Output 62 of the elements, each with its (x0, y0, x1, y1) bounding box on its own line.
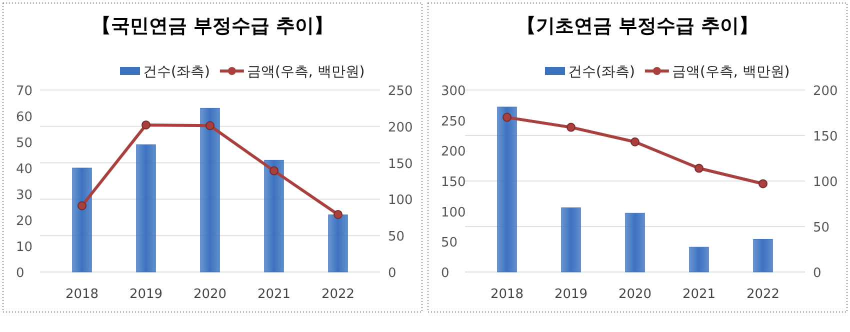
y2-tick-label: 0 (388, 266, 396, 281)
bar (136, 144, 156, 272)
y-tick-label: 50 (16, 136, 33, 151)
bar (625, 212, 645, 272)
y2-tick-label: 250 (388, 84, 413, 99)
x-tick-label: 2019 (554, 287, 588, 302)
point (502, 112, 512, 122)
point (630, 137, 640, 146)
chart-title: 【국민연금 부정수급 추이】 (92, 15, 334, 37)
y2-tick-label: 150 (388, 156, 413, 172)
bar (753, 238, 773, 272)
y2-tick-label: 50 (388, 230, 405, 245)
point (566, 122, 576, 132)
point (78, 201, 86, 210)
y-tick-label: 200 (441, 144, 466, 160)
legend-label: 금액(우측, 백만원) (246, 64, 365, 80)
x-tick-label: 2018 (65, 287, 99, 302)
y2-tick-label: 150 (813, 130, 838, 144)
bar (264, 160, 284, 272)
y-tick-label: 100 (441, 205, 466, 220)
x-tick-label: 2020 (193, 287, 227, 302)
y2-tick-label: 100 (813, 175, 838, 190)
bar (689, 246, 709, 272)
point (206, 121, 214, 130)
x-tick-label: 2022 (321, 287, 355, 302)
y2-tick-label: 0 (813, 266, 822, 281)
y2-tick-label: 50 (813, 220, 830, 236)
legend-label: 금액(우측, 백만원) (672, 64, 790, 80)
point (334, 210, 342, 219)
y-tick-label: 250 (441, 114, 466, 130)
point (270, 166, 278, 176)
chart-title: 【기초연금 부정수급 추이】 (516, 15, 758, 37)
y2-tick-label: 200 (388, 120, 413, 136)
y-tick-label: 0 (441, 266, 450, 281)
x-tick-label: 2021 (682, 287, 716, 302)
y-tick-label: 40 (16, 162, 33, 177)
point (694, 164, 704, 173)
x-tick-label: 2022 (746, 287, 780, 302)
y-tick-label: 60 (16, 110, 33, 125)
y-tick-label: 70 (16, 84, 33, 99)
legend-label: 건수(좌측) (568, 64, 635, 80)
x-tick-label: 2021 (257, 287, 291, 302)
x-tick-label: 2019 (129, 287, 163, 302)
point (758, 179, 768, 188)
y-tick-label: 30 (16, 188, 33, 203)
y-tick-label: 300 (441, 84, 466, 99)
y-tick-label: 50 (441, 236, 458, 251)
bar (497, 106, 517, 272)
y2-tick-label: 100 (388, 193, 413, 208)
x-tick-label: 2018 (490, 287, 524, 302)
y-tick-label: 10 (16, 240, 33, 255)
y2-tick-label: 200 (813, 84, 838, 99)
y-tick-label: 0 (16, 266, 24, 281)
bar (561, 207, 581, 272)
bar (72, 168, 92, 272)
x-tick-label: 2020 (618, 287, 652, 302)
bar (328, 214, 348, 272)
y-tick-label: 20 (16, 214, 33, 229)
y-tick-label: 150 (441, 175, 466, 190)
bar (200, 108, 220, 272)
point (142, 120, 150, 130)
legend-label: 건수(좌측) (143, 64, 210, 80)
